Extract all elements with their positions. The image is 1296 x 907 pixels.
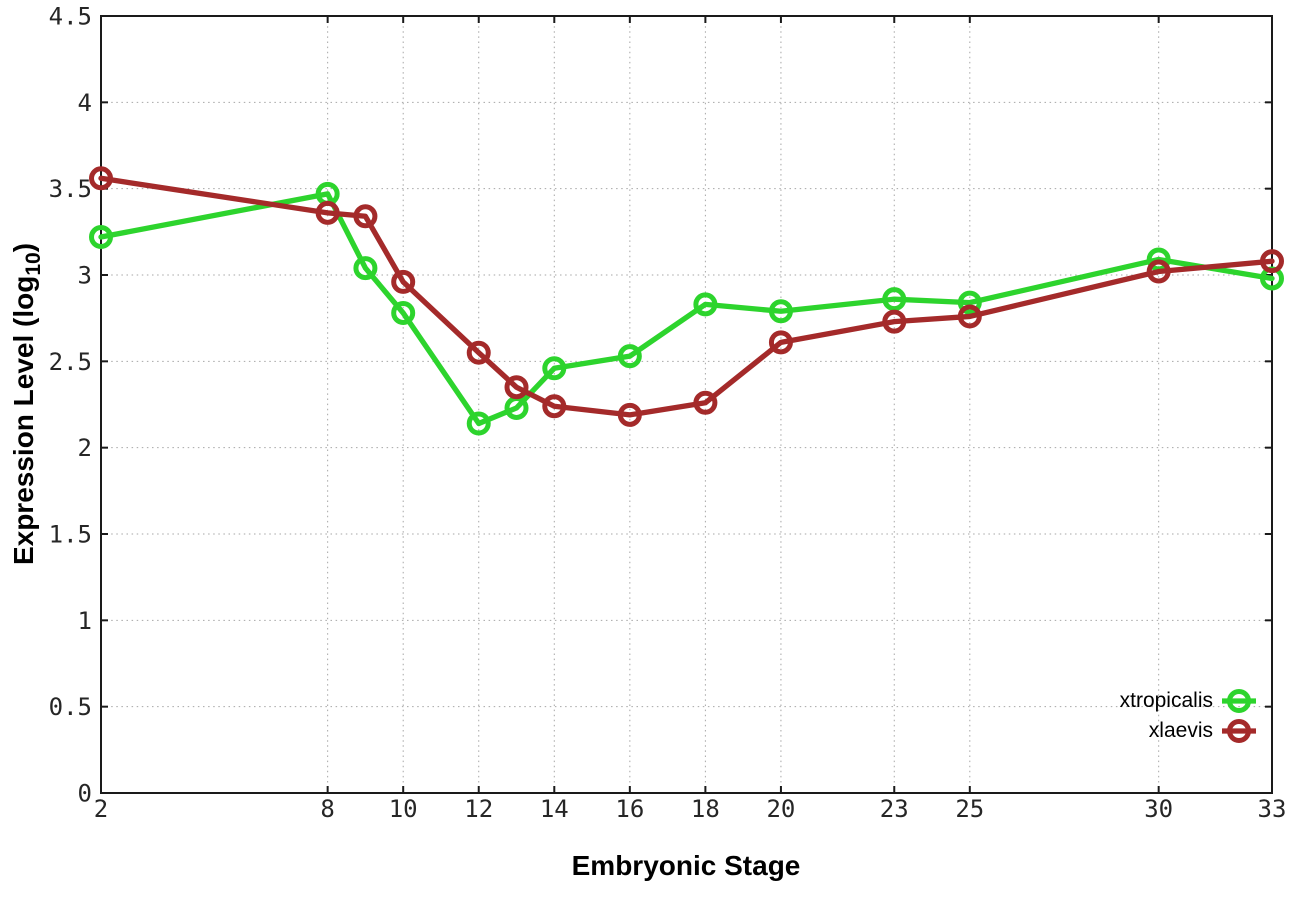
y-axis-label-text: Expression Level (log — [8, 275, 39, 566]
tick-labels: 0 0.5 1 1.5 2 2.5 3 3.5 4 4.5 2 8 10 12 14 16 18 20 23 25 30… — [49, 3, 1287, 824]
data-point-marker — [617, 402, 642, 427]
y-axis-label: Expression Level (log10) — [8, 243, 46, 565]
x-tick-label: 16 — [615, 795, 644, 823]
y-axis-label-subscript: 10 — [22, 252, 45, 276]
plot-border — [100, 15, 1273, 794]
series-line-xtropicalis — [98, 191, 1275, 427]
legend-label-xtropicalis: xtropicalis — [1119, 689, 1213, 712]
data-point-marker — [693, 390, 718, 415]
y-axis-label-suffix: ) — [8, 242, 39, 253]
y-tick-label: 3 — [78, 262, 92, 290]
x-axis-label: Embryonic Stage — [571, 850, 801, 881]
data-point-marker — [617, 344, 642, 369]
data-point-marker — [391, 269, 416, 294]
data-point-marker — [882, 309, 907, 334]
x-tick-label: 23 — [880, 795, 909, 823]
data-point-marker — [315, 200, 340, 225]
data-point-marker — [882, 287, 907, 312]
x-tick-label: 14 — [540, 795, 569, 823]
data-point-marker — [89, 225, 113, 250]
x-tick-label: 2 — [94, 795, 108, 823]
data-point-marker — [693, 292, 718, 317]
legend-marker-xlaevis-icon — [1222, 719, 1256, 743]
data-point-marker — [466, 340, 491, 365]
y-tick-label: 2 — [78, 434, 92, 462]
axis-ticks — [100, 15, 1273, 794]
y-tick-label: 2.5 — [49, 348, 92, 376]
data-point-marker — [1146, 259, 1171, 284]
data-point-marker — [542, 356, 567, 381]
x-tick-label: 12 — [464, 795, 493, 823]
data-point-marker — [542, 394, 567, 419]
data-point-marker — [957, 290, 982, 315]
legend: xtropicalis xlaevis — [1120, 686, 1256, 746]
y-tick-label: 4 — [78, 89, 92, 117]
y-tick-label: 1 — [78, 607, 92, 635]
series-xtropicalis — [89, 181, 1284, 436]
data-point-marker — [391, 300, 416, 325]
x-tick-label: 25 — [955, 795, 984, 823]
x-tick-label: 8 — [320, 795, 334, 823]
x-tick-label: 30 — [1144, 795, 1173, 823]
y-tick-label: 1.5 — [49, 521, 92, 549]
legend-item-xtropicalis: xtropicalis — [1120, 686, 1256, 716]
data-point-marker — [353, 204, 378, 229]
x-tick-label: 18 — [691, 795, 720, 823]
data-point-marker — [504, 375, 529, 400]
data-point-marker — [768, 330, 793, 355]
series-line-xlaevis — [98, 175, 1275, 418]
data-point-marker — [768, 299, 793, 324]
legend-marker-xtropicalis-icon — [1222, 689, 1256, 713]
y-tick-label: 3.5 — [49, 175, 92, 203]
data-point-marker — [353, 256, 378, 281]
legend-item-xlaevis: xlaevis — [1149, 716, 1256, 746]
series-xlaevis — [89, 166, 1284, 427]
y-tick-label: 4.5 — [49, 3, 92, 31]
x-tick-label: 33 — [1258, 795, 1287, 823]
data-point-marker — [466, 411, 491, 436]
legend-label-xlaevis: xlaevis — [1148, 719, 1213, 742]
x-tick-label: 20 — [766, 795, 795, 823]
data-point-marker — [1260, 249, 1284, 274]
y-tick-label: 0 — [78, 780, 92, 808]
x-tick-label: 10 — [389, 795, 418, 823]
y-tick-label: 0.5 — [49, 693, 92, 721]
data-point-marker — [89, 166, 113, 191]
data-point-marker — [957, 304, 982, 329]
